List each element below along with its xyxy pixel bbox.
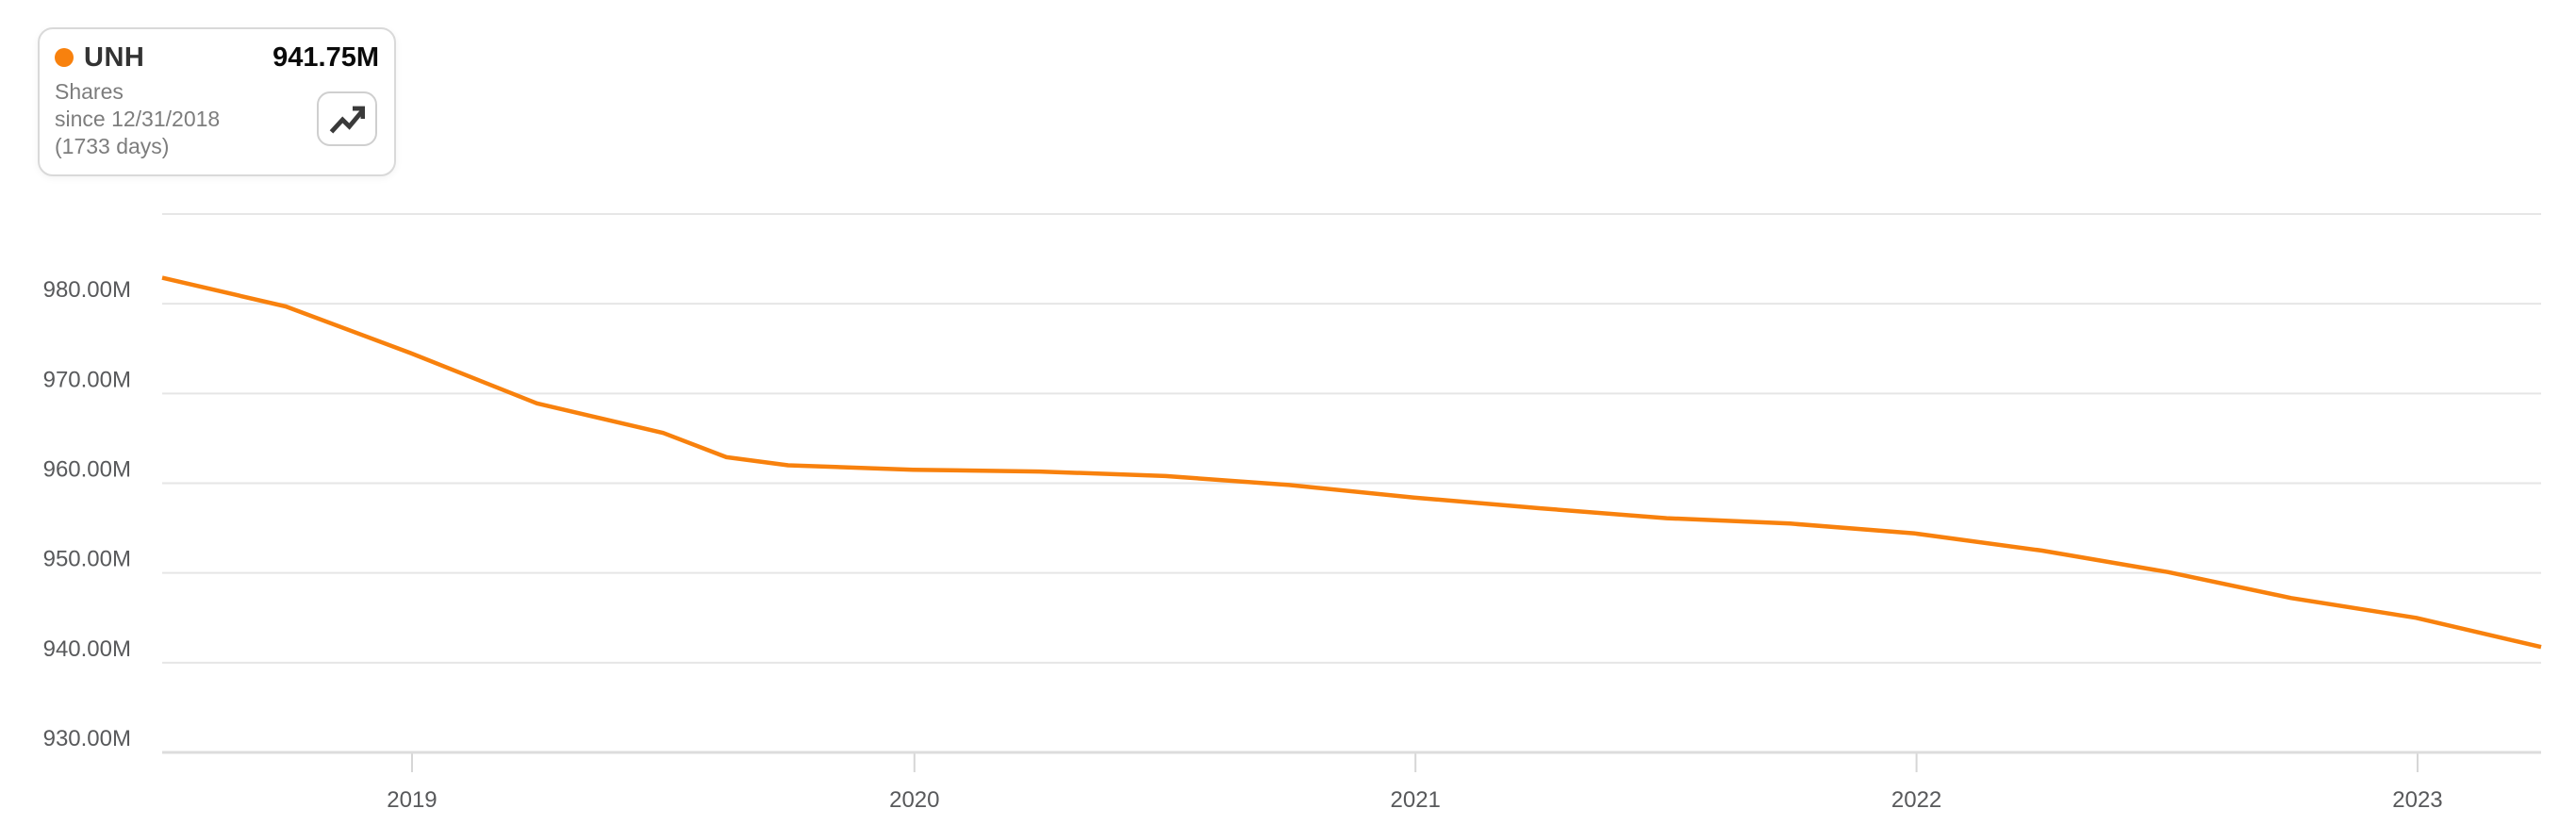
legend-meta: Shares since 12/31/2018 (1733 days) <box>55 78 272 160</box>
y-axis-label: 930.00M <box>43 726 131 751</box>
series-color-dot <box>55 48 74 67</box>
y-axis-label: 940.00M <box>43 636 131 662</box>
x-axis-label: 2019 <box>387 787 437 813</box>
y-axis-label: 960.00M <box>43 457 131 483</box>
y-axis-label: 980.00M <box>43 277 131 303</box>
series-period-days: (1733 days) <box>55 134 170 158</box>
trending-up-icon <box>329 106 365 134</box>
legend-title-row: UNH 941.75M <box>55 41 379 74</box>
y-axis-label: 950.00M <box>43 547 131 572</box>
series-current-value: 941.75M <box>272 41 379 73</box>
series-line[interactable] <box>161 275 2542 650</box>
series-legend-card[interactable]: UNH 941.75M Shares since 12/31/2018 (173… <box>38 27 396 176</box>
y-axis-label: 970.00M <box>43 367 131 392</box>
trend-toggle-button[interactable] <box>317 91 377 146</box>
x-axis-label: 2022 <box>1891 787 1941 813</box>
series-metric-label: Shares <box>55 79 124 104</box>
series-symbol: UNH <box>84 41 145 73</box>
x-axis-label: 2023 <box>2392 787 2442 813</box>
series-period-since: since 12/31/2018 <box>55 107 221 131</box>
x-axis-label: 2020 <box>889 787 939 813</box>
x-axis-label: 2021 <box>1391 787 1441 813</box>
